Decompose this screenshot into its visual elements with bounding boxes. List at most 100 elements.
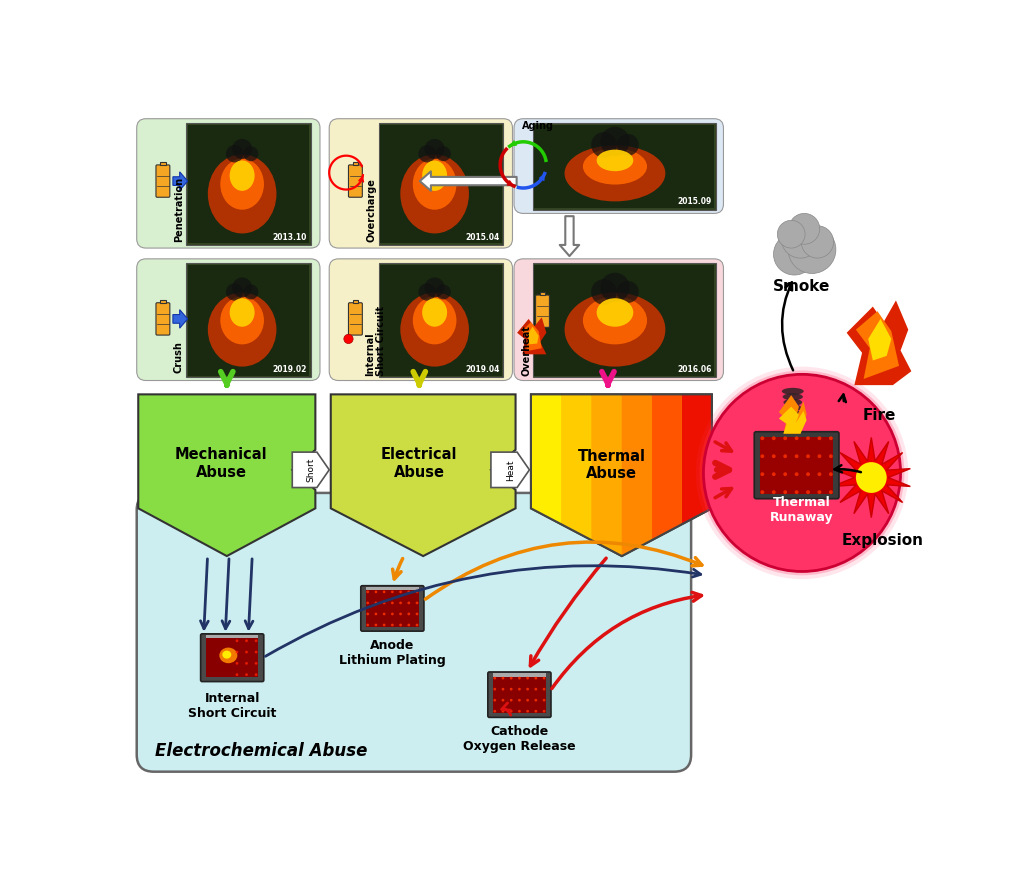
FancyBboxPatch shape xyxy=(137,119,319,248)
Circle shape xyxy=(367,613,369,615)
Circle shape xyxy=(399,590,402,593)
Polygon shape xyxy=(651,395,682,540)
Text: Anode
Lithium Plating: Anode Lithium Plating xyxy=(339,639,445,667)
Circle shape xyxy=(391,613,394,615)
Text: Internal
Short Circuit: Internal Short Circuit xyxy=(365,305,386,376)
Text: Overheat: Overheat xyxy=(521,325,531,376)
Bar xyxy=(352,163,358,165)
FancyBboxPatch shape xyxy=(330,119,512,248)
Circle shape xyxy=(518,677,521,680)
Text: Mechanical
Abuse: Mechanical Abuse xyxy=(175,447,267,480)
Bar xyxy=(379,263,503,378)
Ellipse shape xyxy=(413,159,457,210)
Circle shape xyxy=(829,490,833,494)
Circle shape xyxy=(795,455,799,458)
Polygon shape xyxy=(622,395,651,555)
Ellipse shape xyxy=(783,399,802,405)
Circle shape xyxy=(773,233,815,275)
Text: 2016.06: 2016.06 xyxy=(678,365,712,374)
Circle shape xyxy=(761,455,764,458)
Circle shape xyxy=(817,455,821,458)
Circle shape xyxy=(245,639,248,642)
Bar xyxy=(494,677,546,713)
Circle shape xyxy=(535,710,538,713)
Circle shape xyxy=(494,677,497,680)
Polygon shape xyxy=(490,452,529,488)
Circle shape xyxy=(543,688,546,690)
Circle shape xyxy=(416,623,419,626)
Circle shape xyxy=(436,285,451,299)
Circle shape xyxy=(383,623,385,626)
Text: Crush: Crush xyxy=(174,341,183,372)
Ellipse shape xyxy=(781,388,804,395)
Circle shape xyxy=(772,472,776,476)
Circle shape xyxy=(795,437,799,440)
Circle shape xyxy=(856,463,887,493)
Circle shape xyxy=(526,710,529,713)
Circle shape xyxy=(526,688,529,690)
Circle shape xyxy=(425,278,444,297)
Text: Electrical
Abuse: Electrical Abuse xyxy=(381,447,458,480)
Circle shape xyxy=(781,220,819,258)
Ellipse shape xyxy=(564,293,666,367)
Text: Thermal
Runaway: Thermal Runaway xyxy=(770,496,834,524)
Ellipse shape xyxy=(422,298,447,327)
Circle shape xyxy=(829,437,833,440)
Polygon shape xyxy=(531,395,561,524)
Bar xyxy=(187,125,309,244)
Circle shape xyxy=(419,145,436,163)
Circle shape xyxy=(494,699,497,702)
Circle shape xyxy=(600,272,630,302)
Polygon shape xyxy=(682,395,712,524)
Circle shape xyxy=(494,710,497,713)
Circle shape xyxy=(783,455,787,458)
Circle shape xyxy=(783,472,787,476)
Ellipse shape xyxy=(597,150,633,171)
Bar xyxy=(186,123,310,245)
Circle shape xyxy=(383,602,385,605)
FancyArrowPatch shape xyxy=(560,216,580,256)
FancyBboxPatch shape xyxy=(137,259,319,380)
Polygon shape xyxy=(173,310,187,328)
Ellipse shape xyxy=(208,154,276,233)
Circle shape xyxy=(416,590,419,593)
Circle shape xyxy=(518,710,521,713)
Ellipse shape xyxy=(784,405,801,412)
Text: 2013.10: 2013.10 xyxy=(272,233,307,242)
Circle shape xyxy=(510,699,513,702)
Text: Penetration: Penetration xyxy=(174,177,183,242)
FancyBboxPatch shape xyxy=(487,672,551,717)
Polygon shape xyxy=(868,319,891,361)
Bar xyxy=(532,263,716,378)
Circle shape xyxy=(591,280,616,305)
Bar xyxy=(540,292,546,295)
Circle shape xyxy=(236,662,239,664)
Polygon shape xyxy=(528,327,539,345)
Bar xyxy=(532,123,716,210)
Polygon shape xyxy=(331,395,515,556)
Bar xyxy=(367,590,419,627)
Bar xyxy=(380,125,502,244)
Polygon shape xyxy=(173,171,187,190)
Ellipse shape xyxy=(564,146,666,202)
Polygon shape xyxy=(561,395,591,540)
Text: Aging: Aging xyxy=(521,121,554,131)
Bar xyxy=(494,673,546,677)
Polygon shape xyxy=(847,300,911,385)
Circle shape xyxy=(543,710,546,713)
Circle shape xyxy=(245,651,248,654)
Bar xyxy=(535,125,714,208)
Polygon shape xyxy=(292,452,330,488)
Ellipse shape xyxy=(219,647,238,663)
Circle shape xyxy=(408,623,411,626)
Circle shape xyxy=(616,134,639,156)
Circle shape xyxy=(425,139,444,159)
Circle shape xyxy=(806,490,810,494)
Circle shape xyxy=(695,367,908,580)
Circle shape xyxy=(510,710,513,713)
Text: Heat: Heat xyxy=(507,459,515,480)
Text: 2019.02: 2019.02 xyxy=(272,365,307,374)
Circle shape xyxy=(761,490,764,494)
Circle shape xyxy=(391,602,394,605)
Circle shape xyxy=(788,213,819,244)
